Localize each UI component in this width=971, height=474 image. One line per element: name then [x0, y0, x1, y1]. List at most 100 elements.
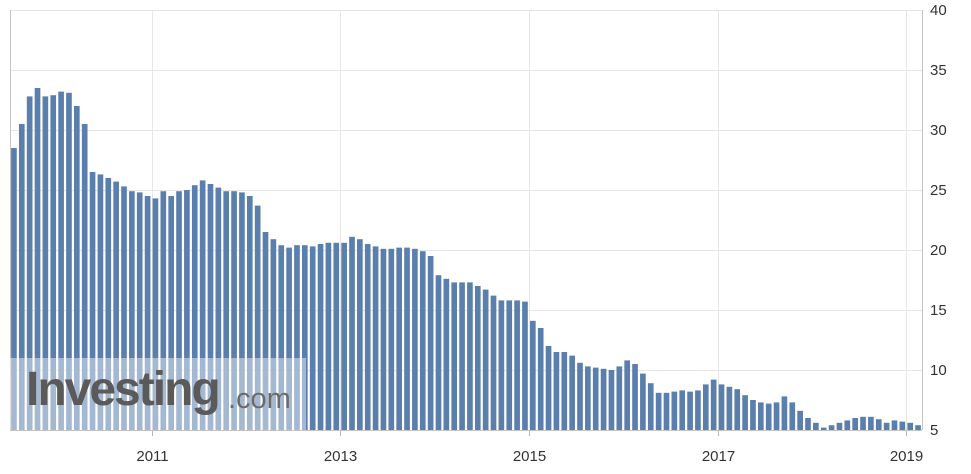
bar[interactable] [427, 256, 434, 430]
bar[interactable] [498, 300, 505, 430]
bar[interactable] [852, 418, 859, 430]
bar[interactable] [121, 186, 127, 430]
bar[interactable] [545, 346, 552, 430]
bar[interactable] [718, 384, 725, 430]
bar[interactable] [773, 402, 780, 430]
bar[interactable] [647, 383, 654, 430]
bar[interactable] [577, 362, 583, 430]
bar[interactable] [868, 416, 874, 430]
bar[interactable] [836, 422, 843, 430]
bar[interactable] [797, 410, 803, 430]
bar[interactable] [278, 245, 285, 430]
bar[interactable] [388, 248, 395, 430]
bar[interactable] [262, 232, 269, 430]
bar[interactable] [129, 191, 135, 430]
bar[interactable] [585, 366, 591, 430]
bar[interactable] [396, 247, 403, 430]
bar[interactable] [184, 190, 190, 430]
bar[interactable] [592, 367, 599, 430]
bar[interactable] [404, 247, 410, 430]
bar[interactable] [223, 191, 230, 430]
bar[interactable] [349, 236, 355, 430]
bar[interactable] [828, 425, 835, 430]
bar[interactable] [34, 88, 41, 430]
bar[interactable] [301, 245, 308, 430]
bar[interactable] [459, 282, 465, 430]
bar[interactable] [231, 191, 237, 430]
bar[interactable] [490, 295, 497, 430]
bar[interactable] [199, 180, 206, 430]
bar[interactable] [105, 178, 112, 430]
bar[interactable] [757, 402, 764, 430]
bar[interactable] [435, 275, 442, 430]
bar[interactable] [781, 396, 788, 430]
bar[interactable] [553, 352, 560, 430]
bar[interactable] [152, 198, 159, 430]
bar[interactable] [482, 289, 489, 430]
bar[interactable] [679, 390, 686, 430]
bar[interactable] [514, 300, 520, 430]
bar[interactable] [42, 96, 49, 431]
bar[interactable] [467, 282, 473, 430]
bar[interactable] [765, 403, 772, 430]
bar[interactable] [168, 196, 175, 430]
bar[interactable] [742, 395, 748, 430]
bar[interactable] [875, 419, 882, 430]
bar[interactable] [309, 246, 316, 430]
bar[interactable] [325, 242, 332, 430]
bar[interactable] [97, 174, 104, 430]
bar[interactable] [364, 244, 371, 430]
bar[interactable] [860, 416, 866, 430]
bar[interactable] [160, 191, 167, 430]
bar[interactable] [191, 185, 198, 430]
bar[interactable] [537, 328, 544, 430]
bar[interactable] [640, 373, 646, 430]
bar[interactable] [26, 96, 33, 431]
bar[interactable] [246, 196, 253, 430]
bar[interactable] [883, 422, 890, 430]
bar[interactable] [254, 205, 261, 430]
bar[interactable] [81, 124, 88, 430]
bar[interactable] [372, 246, 379, 430]
bar[interactable] [11, 148, 17, 430]
bar[interactable] [380, 248, 387, 430]
bar[interactable] [899, 421, 906, 430]
bar[interactable] [695, 390, 701, 430]
bar[interactable] [270, 239, 277, 430]
bar[interactable] [176, 191, 182, 430]
bar[interactable] [891, 420, 898, 430]
bar[interactable] [813, 422, 819, 430]
bar[interactable] [333, 242, 340, 430]
bar[interactable] [66, 92, 72, 431]
bar[interactable] [750, 400, 756, 430]
bar[interactable] [207, 184, 214, 430]
bar[interactable] [144, 196, 151, 430]
bar[interactable] [687, 391, 693, 430]
bar[interactable] [239, 192, 245, 430]
bar[interactable] [317, 244, 324, 430]
bar[interactable] [655, 392, 662, 430]
bar[interactable] [616, 366, 623, 430]
bar[interactable] [702, 384, 709, 430]
bar[interactable] [600, 368, 607, 430]
bar[interactable] [726, 386, 733, 430]
bar[interactable] [820, 427, 827, 430]
bar[interactable] [569, 355, 575, 430]
bar[interactable] [73, 106, 80, 430]
bar[interactable] [915, 425, 921, 430]
bar[interactable] [286, 247, 292, 430]
bar[interactable] [805, 418, 811, 430]
bar[interactable] [451, 282, 458, 430]
bar[interactable] [215, 187, 222, 430]
bar[interactable] [522, 301, 528, 430]
bar[interactable] [844, 420, 851, 430]
bar[interactable] [561, 352, 568, 430]
bar[interactable] [136, 192, 143, 430]
bar[interactable] [789, 402, 796, 430]
bar[interactable] [294, 245, 300, 430]
bar[interactable] [710, 379, 717, 430]
bar[interactable] [50, 95, 57, 430]
bar[interactable] [58, 91, 64, 430]
bar[interactable] [357, 239, 363, 430]
bar[interactable] [734, 389, 741, 430]
